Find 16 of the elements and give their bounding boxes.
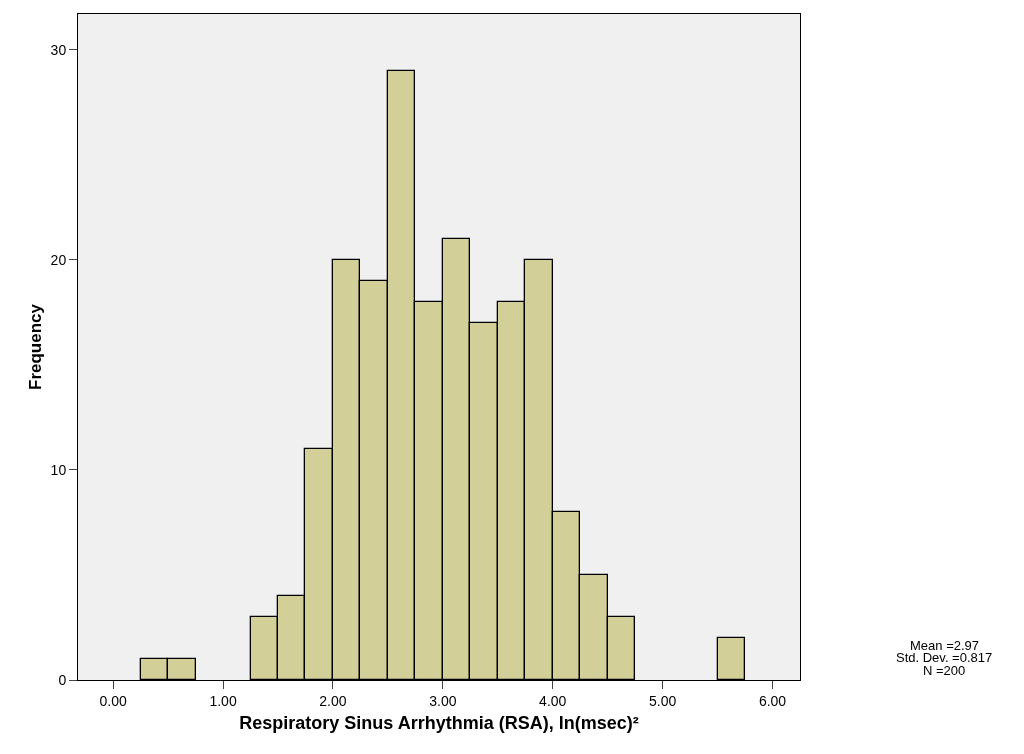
x-tick-label: 2.00 [319, 692, 347, 709]
x-tick-label: 5.00 [649, 692, 677, 709]
y-axis-title: Frequency [26, 303, 46, 390]
x-tick-label: 3.00 [429, 692, 457, 709]
y-tick-label: 20 [50, 251, 67, 268]
y-tick-label: 10 [50, 461, 67, 478]
x-tick-label: 6.00 [758, 692, 787, 709]
text: Mean =2.97 [910, 638, 980, 653]
x-tick-label: 1.00 [209, 692, 237, 709]
y-tick-label: 0 [58, 671, 67, 688]
x-tick-label: 0.00 [99, 692, 128, 709]
x-axis-title: Respiratory Sinus Arrhythmia (RSA), ln(msec)² [239, 712, 639, 733]
text: Std. Dev. =0.817 [896, 650, 993, 665]
y-tick-label: 30 [50, 41, 67, 58]
x-tick-label: 4.00 [539, 692, 567, 709]
text: N =200 [923, 663, 966, 678]
